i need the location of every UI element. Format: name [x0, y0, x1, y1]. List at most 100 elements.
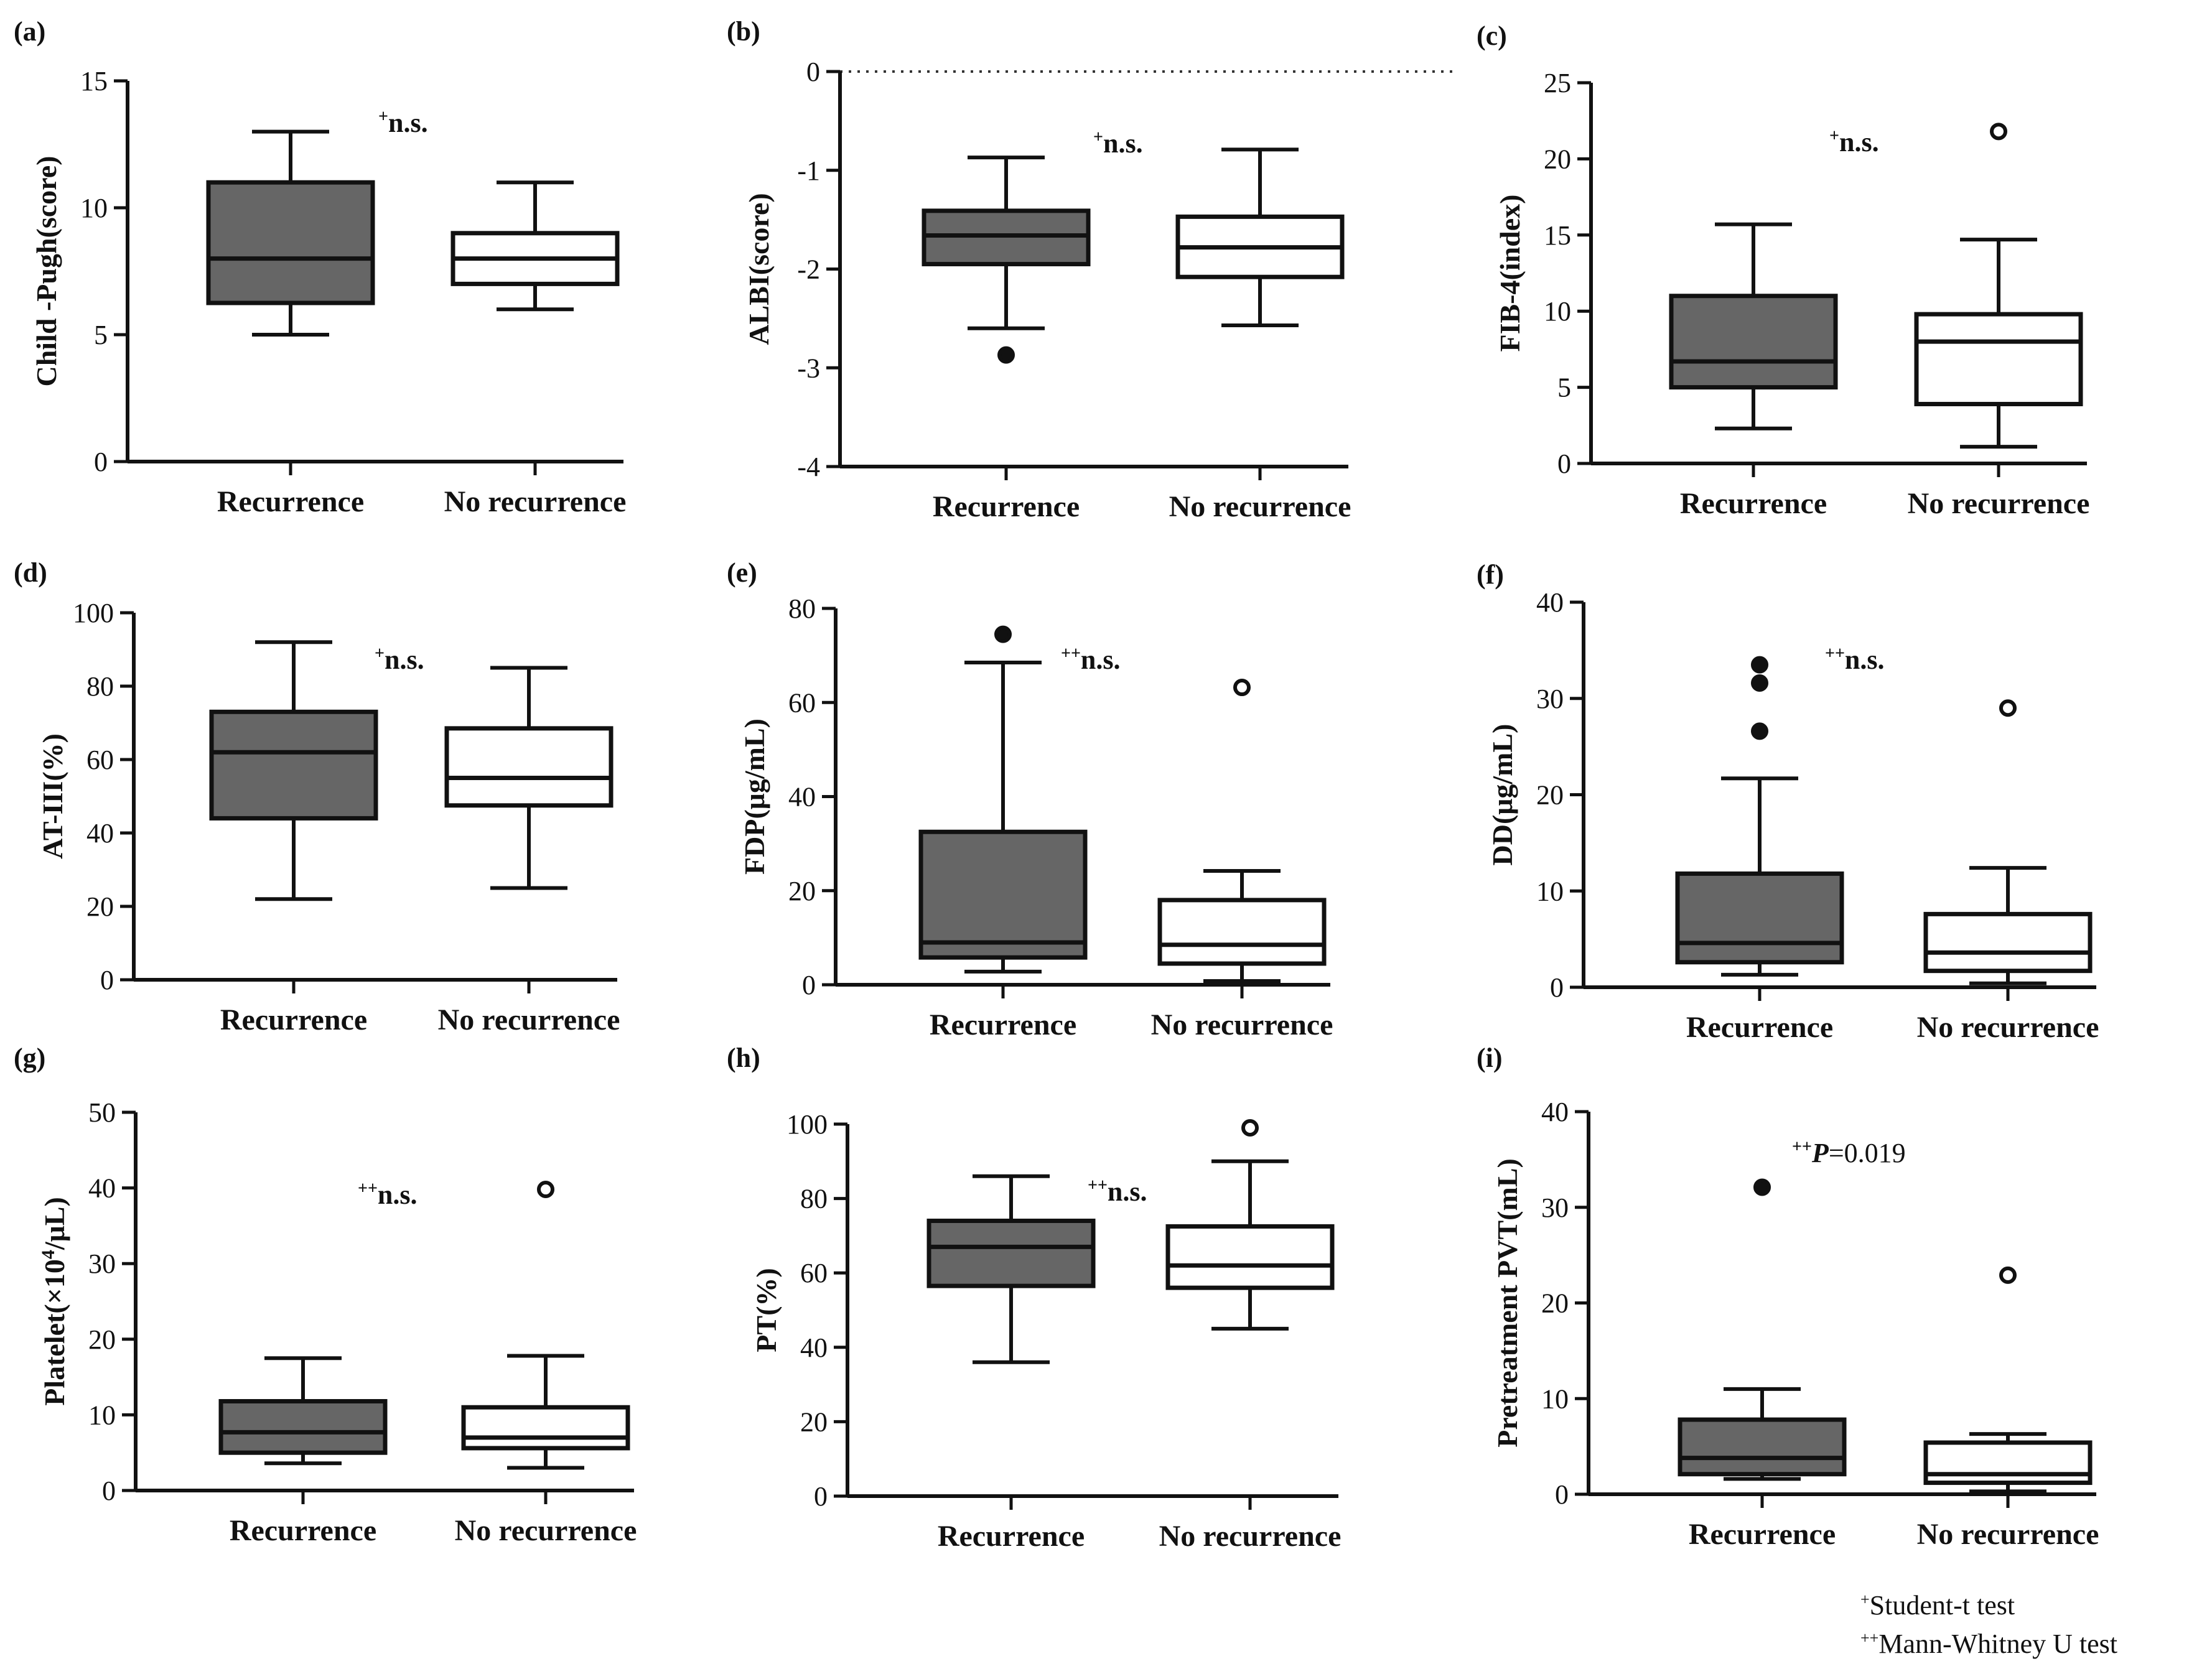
- y-tick-label: 50: [88, 1097, 116, 1128]
- x-category-label: Recurrence: [1680, 487, 1827, 520]
- chart-panel-c: (c) 0 5 10 15 20 25 Recurrence No recurrence FIB-…: [1477, 21, 2089, 520]
- significance-text: n.s.: [1108, 1176, 1147, 1207]
- iqr-box: [918, 829, 1088, 960]
- box-no-recurrence: [461, 1181, 630, 1470]
- box-no-recurrence: [444, 666, 614, 890]
- box-recurrence: [918, 625, 1088, 974]
- test-mark: +: [1829, 126, 1839, 146]
- y-tick-label: 15: [80, 66, 108, 96]
- panel-label: (e): [727, 557, 757, 588]
- box-no-recurrence: [1175, 147, 1345, 327]
- iqr-box: [926, 1218, 1096, 1288]
- test-mark: +: [378, 107, 388, 126]
- y-tick-label: 0: [814, 1481, 828, 1512]
- y-tick-label: 10: [88, 1400, 116, 1430]
- outlier-point: [1999, 1266, 2017, 1284]
- outlier-point: [1241, 1119, 1259, 1137]
- test-mark: ++: [1061, 644, 1081, 663]
- outlier-point: [1753, 1178, 1771, 1196]
- y-axis-title: Platelet(×104/μL): [38, 1197, 70, 1406]
- y-tick-label: 20: [1541, 1288, 1569, 1319]
- box-recurrence: [922, 156, 1091, 364]
- significance-annotation: +n.s.: [378, 107, 428, 138]
- test-mark: +: [375, 644, 385, 663]
- x-category-label: No recurrence: [444, 485, 627, 518]
- box-no-recurrence: [1914, 123, 2083, 449]
- y-tick-label: 20: [1544, 144, 1571, 174]
- y-tick-label: 10: [80, 193, 108, 223]
- chart-panel-d: (d) 0 20 40 60 80 100 Recurrence No recurrence AT…: [14, 557, 620, 1036]
- iqr-box: [461, 1405, 630, 1451]
- x-category-label: Recurrence: [930, 1008, 1076, 1041]
- outlier-point: [997, 346, 1015, 364]
- y-axis-title-superscript: 4: [38, 1250, 58, 1259]
- iqr-box: [1678, 1417, 1847, 1477]
- iqr-box: [1669, 294, 1838, 390]
- outlier-point: [1751, 722, 1768, 740]
- x-category-label: No recurrence: [455, 1514, 637, 1547]
- outlier-point: [537, 1181, 554, 1199]
- outlier-point: [1990, 123, 2007, 141]
- box-recurrence: [1669, 222, 1838, 430]
- chart-panel-h: (h) 0 20 40 60 80 100 Recurrence No recurrence PT…: [727, 1043, 1341, 1553]
- y-tick-label: 0: [102, 1476, 116, 1506]
- footnote-mark: +: [1860, 1590, 1870, 1609]
- y-tick-label: 40: [1541, 1097, 1569, 1127]
- y-tick-label: -4: [797, 452, 820, 482]
- x-category-label: Recurrence: [230, 1514, 376, 1547]
- significance-annotation: +n.s.: [375, 644, 424, 675]
- iqr-box: [1165, 1224, 1335, 1290]
- chart-panel-g: (g) 0 10 20 30 40 50 Recurrence No recurrence Pla…: [14, 1043, 637, 1547]
- significance-annotation: ++n.s.: [1825, 644, 1885, 675]
- outlier-point: [1999, 699, 2017, 717]
- y-tick-label: -3: [797, 353, 820, 383]
- y-axis-title: Child -Pugh(score): [30, 156, 62, 387]
- y-tick-label: 40: [788, 782, 816, 812]
- test-mark: ++: [1792, 1137, 1812, 1156]
- panel-label: (f): [1477, 559, 1504, 590]
- chart-panel-i: (i) 0 10 20 30 40 Recurrence No recurrence Pretr…: [1477, 1043, 2099, 1551]
- significance-text: n.s.: [385, 644, 424, 675]
- x-category-label: Recurrence: [938, 1520, 1085, 1553]
- box-no-recurrence: [1923, 1266, 2093, 1494]
- y-tick-label: 60: [800, 1258, 828, 1288]
- box-recurrence: [206, 129, 375, 337]
- significance-annotation: +n.s.: [1829, 126, 1879, 157]
- y-tick-label: 15: [1544, 220, 1571, 251]
- iqr-box: [218, 1399, 388, 1455]
- y-tick-label: 60: [788, 687, 816, 718]
- y-axis-title: FDP(μg/mL): [739, 719, 770, 875]
- footnote-mark: ++: [1860, 1629, 1879, 1647]
- y-tick-label: 25: [1544, 68, 1571, 98]
- y-tick-label: 0: [100, 965, 114, 995]
- panel-label: (g): [14, 1043, 45, 1073]
- iqr-box: [1923, 1440, 2093, 1486]
- y-tick-label: 20: [88, 1324, 116, 1355]
- iqr-box: [1675, 871, 1844, 965]
- x-category-label: No recurrence: [1917, 1518, 2099, 1551]
- panel-label: (i): [1477, 1043, 1503, 1073]
- x-category-label: Recurrence: [217, 485, 364, 518]
- y-tick-label: 80: [800, 1184, 828, 1214]
- significance-text: n.s.: [378, 1179, 418, 1210]
- y-tick-label: 100: [73, 598, 114, 628]
- y-tick-label: 20: [788, 876, 816, 906]
- y-tick-label: 10: [1536, 876, 1564, 906]
- iqr-box: [1923, 911, 2093, 974]
- outlier-point: [1233, 679, 1251, 697]
- y-tick-label: 40: [88, 1173, 116, 1204]
- y-tick-label: 30: [1541, 1193, 1569, 1223]
- significance-annotation: ++n.s.: [1061, 644, 1121, 675]
- y-tick-label: 40: [1536, 587, 1564, 618]
- y-tick-label: 30: [88, 1249, 116, 1279]
- x-category-label: Recurrence: [933, 490, 1080, 523]
- outlier-point: [1751, 674, 1768, 692]
- panel-label: (b): [727, 16, 760, 47]
- panel-label: (h): [727, 1043, 760, 1073]
- y-tick-label: 40: [800, 1333, 828, 1363]
- box-no-recurrence: [450, 180, 620, 312]
- box-no-recurrence: [1157, 679, 1327, 983]
- y-tick-label: 0: [802, 970, 816, 1000]
- box-recurrence: [926, 1174, 1096, 1364]
